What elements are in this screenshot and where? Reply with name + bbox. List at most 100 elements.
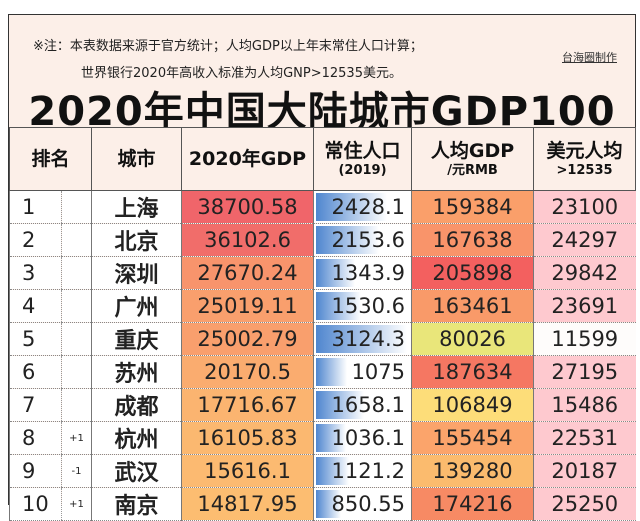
usd-per-capita-cell: 24297 [533, 223, 636, 257]
rank-cell: 6 [9, 355, 62, 389]
per-capita-cell: 106849 [411, 388, 534, 422]
rank-cell: 7 [9, 388, 62, 422]
gdp-cell: 20170.5 [181, 355, 314, 389]
note-line-1: ※注：本表数据来源于官方统计；人均GDP以上年末常住人口计算； [33, 39, 423, 54]
rank-cell: 2 [9, 223, 62, 257]
population-bar [316, 193, 387, 221]
gdp-cell: 27670.24 [181, 256, 314, 290]
gdp-cell: 25002.79 [181, 322, 314, 356]
city-cell: 广州 [91, 289, 182, 323]
rank-change-cell [60, 388, 92, 422]
population-bar [316, 457, 349, 485]
population-value: 1121.2 [331, 459, 406, 483]
table-row: 8 +1 杭州 16105.83 1036.1 155454 22531 [9, 421, 636, 455]
header-pop-sub: (2019) [338, 162, 387, 178]
per-capita-cell: 174216 [411, 487, 534, 521]
header-per-capita: 人均GDP/元RMB [411, 127, 535, 191]
table-row: 7 成都 17716.67 1658.1 106849 15486 [9, 388, 636, 422]
rank-cell: 3 [9, 256, 62, 290]
per-capita-cell: 205898 [411, 256, 534, 290]
header-usd: 美元人均 >12535 [533, 127, 637, 191]
population-value: 1530.6 [331, 294, 406, 318]
population-value: 1658.1 [331, 393, 406, 417]
table-row: 10 +1 南京 14817.95 850.55 174216 25250 [9, 487, 636, 521]
usd-per-capita-cell: 15486 [533, 388, 636, 422]
population-value: 1075 [351, 360, 406, 384]
city-cell: 杭州 [91, 421, 182, 455]
per-capita-cell: 139280 [411, 454, 534, 488]
rank-change-cell [60, 289, 92, 323]
gdp-cell: 15616.1 [181, 454, 314, 488]
table-row: 6 苏州 20170.5 1075 187634 27195 [9, 355, 636, 389]
gdp-cell: 17716.67 [181, 388, 314, 422]
rank-change-cell [60, 355, 92, 389]
header-usd-sub: >12535 [556, 162, 613, 178]
table-row: 5 重庆 25002.79 3124.3 80026 11599 [9, 322, 636, 356]
header-gdp: 2020年GDP [181, 127, 315, 191]
rank-change-cell [60, 190, 92, 224]
gdp-cell: 14817.95 [181, 487, 314, 521]
population-bar [316, 259, 356, 287]
population-cell: 3124.3 [313, 322, 412, 356]
population-cell: 1658.1 [313, 388, 412, 422]
usd-per-capita-cell: 20187 [533, 454, 636, 488]
rank-change-cell: -1 [60, 454, 92, 488]
city-cell: 北京 [91, 223, 182, 257]
population-cell: 2153.6 [313, 223, 412, 257]
population-cell: 1343.9 [313, 256, 412, 290]
rank-change-cell: +1 [60, 487, 92, 521]
per-capita-cell: 187634 [411, 355, 534, 389]
population-bar [316, 391, 365, 419]
population-cell: 1121.2 [313, 454, 412, 488]
population-cell: 1036.1 [313, 421, 412, 455]
usd-per-capita-cell: 29842 [533, 256, 636, 290]
header-usd-label: 美元人均 [546, 139, 623, 162]
city-cell: 上海 [91, 190, 182, 224]
city-cell: 深圳 [91, 256, 182, 290]
population-cell: 1075 [313, 355, 412, 389]
city-cell: 苏州 [91, 355, 182, 389]
gdp-cell: 36102.6 [181, 223, 314, 257]
city-cell: 重庆 [91, 322, 182, 356]
rank-cell: 10 [9, 487, 62, 521]
header-pop-label: 常住人口 [324, 139, 401, 162]
per-capita-cell: 167638 [411, 223, 534, 257]
population-cell: 2428.1 [313, 190, 412, 224]
header-pop: 常住人口 (2019) [313, 127, 413, 191]
rank-change-cell [60, 322, 92, 356]
population-value: 1036.1 [331, 426, 406, 450]
city-cell: 成都 [91, 388, 182, 422]
usd-per-capita-cell: 22531 [533, 421, 636, 455]
note-line-2: 世界银行2020年高收入标准为人均GNP>12535美元。 [81, 66, 402, 81]
population-value: 2153.6 [331, 228, 406, 252]
rank-change-cell [60, 223, 92, 257]
population-bar [316, 325, 408, 353]
per-capita-cell: 155454 [411, 421, 534, 455]
table-row: 1 上海 38700.58 2428.1 159384 23100 [9, 190, 636, 224]
population-value: 3124.3 [331, 327, 406, 351]
gdp-ranking-table-card: ※注：本表数据来源于官方统计；人均GDP以上年末常住人口计算； 世界银行2020… [8, 14, 637, 521]
population-cell: 1530.6 [313, 289, 412, 323]
header-city: 城市 [91, 127, 183, 191]
rank-change-cell: +1 [60, 421, 92, 455]
per-capita-cell: 159384 [411, 190, 534, 224]
gdp-cell: 38700.58 [181, 190, 314, 224]
usd-per-capita-cell: 27195 [533, 355, 636, 389]
per-capita-cell: 163461 [411, 289, 534, 323]
table-row: 2 北京 36102.6 2153.6 167638 24297 [9, 223, 636, 257]
population-bar [316, 226, 379, 254]
per-capita-cell: 80026 [411, 322, 534, 356]
table-row: 9 -1 武汉 15616.1 1121.2 139280 20187 [9, 454, 636, 488]
population-value: 850.55 [331, 492, 406, 516]
rank-cell: 8 [9, 421, 62, 455]
population-value: 1343.9 [331, 261, 406, 285]
usd-per-capita-cell: 11599 [533, 322, 636, 356]
city-cell: 武汉 [91, 454, 182, 488]
usd-per-capita-cell: 23691 [533, 289, 636, 323]
header-pc-label: 人均GDP [430, 139, 515, 162]
table-row: 4 广州 25019.11 1530.6 163461 23691 [9, 289, 636, 323]
header-pc-sub: /元RMB [447, 162, 498, 178]
gdp-table: 排名 城市 2020年GDP 常住人口 (2019) 人均GDP/元RMB 美元人… [8, 127, 637, 521]
rank-cell: 5 [9, 322, 62, 356]
usd-per-capita-cell: 25250 [533, 487, 636, 521]
